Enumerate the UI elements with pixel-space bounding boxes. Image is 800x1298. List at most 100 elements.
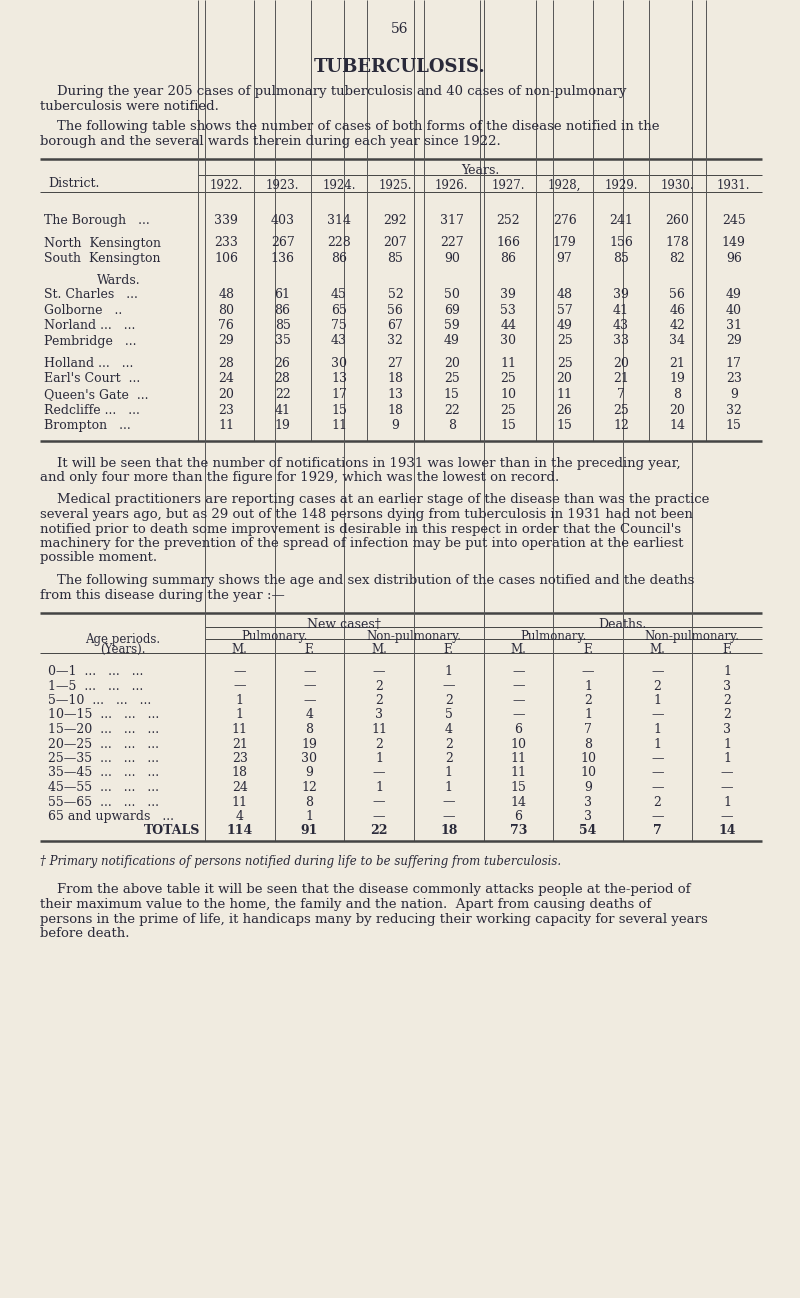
Text: 40: 40 (726, 304, 742, 317)
Text: 32: 32 (726, 404, 742, 417)
Text: 1: 1 (375, 752, 383, 765)
Text: 55—65  ...   ...   ...: 55—65 ... ... ... (48, 796, 159, 809)
Text: 57: 57 (557, 304, 573, 317)
Text: 136: 136 (270, 252, 294, 265)
Text: 25: 25 (557, 357, 573, 370)
Text: 11: 11 (218, 419, 234, 432)
Text: 2: 2 (723, 694, 731, 707)
Text: M.: M. (232, 643, 248, 655)
Text: During the year 205 cases of pulmonary tuberculosis and 40 cases of non-pulmonar: During the year 205 cases of pulmonary t… (40, 84, 626, 99)
Text: —: — (651, 781, 664, 794)
Text: North  Kensington: North Kensington (44, 236, 161, 249)
Text: 73: 73 (510, 824, 527, 837)
Text: TUBERCULOSIS.: TUBERCULOSIS. (314, 58, 486, 77)
Text: 339: 339 (214, 214, 238, 227)
Text: 14: 14 (718, 824, 736, 837)
Text: 13: 13 (331, 373, 347, 386)
Text: 1926.: 1926. (435, 179, 469, 192)
Text: 4: 4 (236, 810, 244, 823)
Text: 59: 59 (444, 319, 460, 332)
Text: from this disease during the year :—: from this disease during the year :— (40, 588, 285, 601)
Text: 1: 1 (445, 665, 453, 678)
Text: 317: 317 (440, 214, 464, 227)
Text: —: — (234, 679, 246, 693)
Text: 25: 25 (444, 373, 460, 386)
Text: 4: 4 (306, 709, 314, 722)
Text: 252: 252 (496, 214, 520, 227)
Text: —: — (234, 665, 246, 678)
Text: —: — (373, 767, 386, 780)
Text: 22: 22 (444, 404, 460, 417)
Text: Earl's Court  ...: Earl's Court ... (44, 373, 140, 386)
Text: 49: 49 (726, 288, 742, 301)
Text: —: — (721, 767, 734, 780)
Text: 149: 149 (722, 236, 746, 249)
Text: 3: 3 (723, 723, 731, 736)
Text: 44: 44 (500, 319, 516, 332)
Text: 1: 1 (723, 737, 731, 750)
Text: 2: 2 (375, 694, 383, 707)
Text: 24: 24 (232, 781, 248, 794)
Text: Pulmonary.: Pulmonary. (242, 630, 308, 643)
Text: District.: District. (48, 177, 99, 190)
Text: persons in the prime of life, it handicaps many by reducing their working capaci: persons in the prime of life, it handica… (40, 912, 708, 925)
Text: 1: 1 (723, 796, 731, 809)
Text: 267: 267 (270, 236, 294, 249)
Text: possible moment.: possible moment. (40, 552, 157, 565)
Text: 50: 50 (444, 288, 460, 301)
Text: 11: 11 (500, 357, 516, 370)
Text: 1: 1 (306, 810, 314, 823)
Text: 4: 4 (445, 723, 453, 736)
Text: 8: 8 (584, 737, 592, 750)
Text: 69: 69 (444, 304, 460, 317)
Text: 45: 45 (331, 288, 347, 301)
Text: 21: 21 (613, 373, 629, 386)
Text: Age periods.: Age periods. (85, 633, 160, 646)
Text: —: — (442, 679, 455, 693)
Text: their maximum value to the home, the family and the nation.  Apart from causing : their maximum value to the home, the fam… (40, 898, 651, 911)
Text: 1: 1 (654, 723, 662, 736)
Text: 1: 1 (445, 767, 453, 780)
Text: 20: 20 (218, 388, 234, 401)
Text: 18: 18 (232, 767, 248, 780)
Text: 15: 15 (444, 388, 460, 401)
Text: 82: 82 (670, 252, 686, 265)
Text: 86: 86 (500, 252, 516, 265)
Text: Redcliffe ...   ...: Redcliffe ... ... (44, 404, 140, 417)
Text: 45—55  ...   ...   ...: 45—55 ... ... ... (48, 781, 159, 794)
Text: 1: 1 (375, 781, 383, 794)
Text: 32: 32 (387, 335, 403, 348)
Text: 43: 43 (613, 319, 629, 332)
Text: 11: 11 (232, 723, 248, 736)
Text: 30: 30 (302, 752, 318, 765)
Text: —: — (651, 665, 664, 678)
Text: 97: 97 (557, 252, 573, 265)
Text: —: — (373, 796, 386, 809)
Text: 241: 241 (609, 214, 633, 227)
Text: 5: 5 (445, 709, 453, 722)
Text: 15: 15 (726, 419, 742, 432)
Text: 25—35  ...   ...   ...: 25—35 ... ... ... (48, 752, 159, 765)
Text: 114: 114 (226, 824, 253, 837)
Text: M.: M. (510, 643, 526, 655)
Text: 52: 52 (387, 288, 403, 301)
Text: 3: 3 (723, 679, 731, 693)
Text: 56: 56 (387, 304, 403, 317)
Text: 18: 18 (387, 373, 403, 386)
Text: 31: 31 (726, 319, 742, 332)
Text: 75: 75 (331, 319, 347, 332)
Text: 11: 11 (510, 752, 526, 765)
Text: 2: 2 (375, 737, 383, 750)
Text: 2: 2 (654, 679, 662, 693)
Text: 30: 30 (331, 357, 347, 370)
Text: —: — (373, 810, 386, 823)
Text: 8: 8 (306, 796, 314, 809)
Text: 1925.: 1925. (378, 179, 412, 192)
Text: 17: 17 (726, 357, 742, 370)
Text: 28: 28 (218, 357, 234, 370)
Text: 11: 11 (331, 419, 347, 432)
Text: 15: 15 (510, 781, 526, 794)
Text: —: — (512, 709, 525, 722)
Text: 91: 91 (301, 824, 318, 837)
Text: 9: 9 (391, 419, 399, 432)
